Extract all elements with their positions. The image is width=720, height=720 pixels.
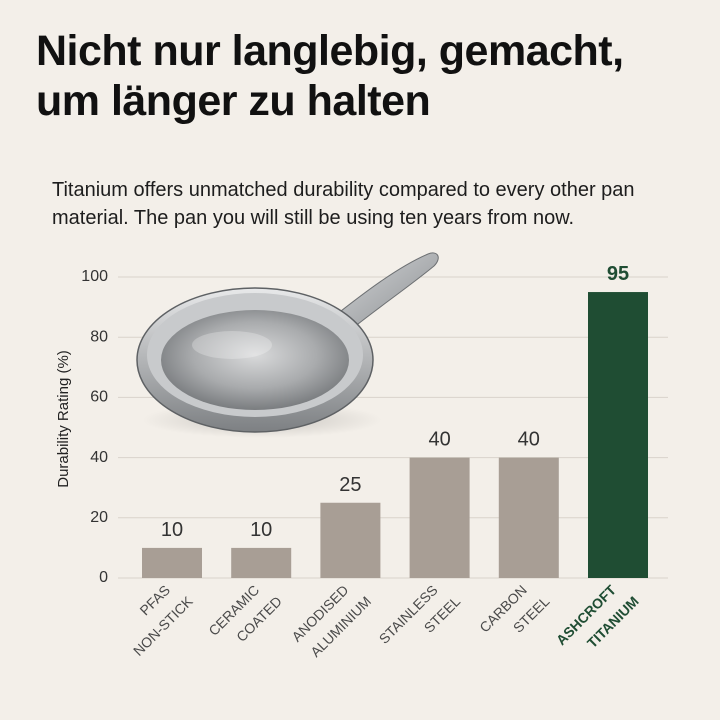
headline-line-2: um länger zu halten [36,77,431,125]
bar [320,502,381,578]
headline: Nicht nur langlebig, gemacht, um länger … [36,26,696,126]
value-label: 40 [428,429,450,451]
stainless-steel-frying-pan-icon [136,252,439,438]
value-label: 10 [161,519,183,541]
y-tick-label: 100 [81,268,108,285]
value-label: 10 [250,519,272,541]
headline-line-1: Nicht nur langlebig, gemacht, [36,27,624,75]
bar [409,457,470,578]
y-tick-label: 40 [90,449,108,466]
bar-highlight [588,292,648,578]
bar [498,457,559,578]
bar [142,547,202,578]
y-tick-label: 80 [90,328,108,345]
y-tick-label: 0 [99,569,108,586]
y-axis-label: Durability Rating (%) [55,350,72,488]
y-tick-label: 20 [90,509,108,526]
value-label: 25 [339,474,361,496]
value-label: 95 [607,263,629,285]
subheadline: Titanium offers unmatched durability com… [52,179,635,229]
bar [231,547,292,578]
y-tick-label: 60 [90,389,108,406]
value-label: 40 [518,429,540,451]
